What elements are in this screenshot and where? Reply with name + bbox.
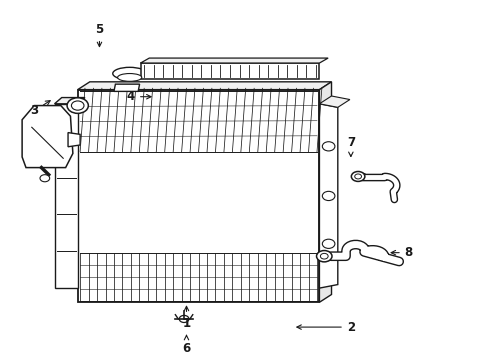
Polygon shape xyxy=(22,105,73,168)
Polygon shape xyxy=(319,96,349,107)
Text: 4: 4 xyxy=(126,90,151,103)
Circle shape xyxy=(71,101,84,110)
Circle shape xyxy=(320,253,327,259)
Text: 1: 1 xyxy=(182,306,190,330)
Polygon shape xyxy=(319,82,331,302)
Polygon shape xyxy=(78,90,319,302)
Polygon shape xyxy=(140,63,319,79)
Circle shape xyxy=(354,174,361,179)
Circle shape xyxy=(316,251,331,262)
Circle shape xyxy=(322,192,334,201)
Polygon shape xyxy=(114,84,139,91)
Text: 5: 5 xyxy=(95,23,103,46)
Circle shape xyxy=(322,142,334,151)
Text: 8: 8 xyxy=(390,246,412,259)
Circle shape xyxy=(179,315,188,323)
Polygon shape xyxy=(140,58,327,63)
Ellipse shape xyxy=(113,67,146,80)
Text: 6: 6 xyxy=(182,336,190,355)
Text: 3: 3 xyxy=(30,101,50,117)
Text: 2: 2 xyxy=(296,321,354,334)
Circle shape xyxy=(350,171,364,181)
Polygon shape xyxy=(68,132,80,147)
Circle shape xyxy=(67,98,88,113)
Circle shape xyxy=(40,175,50,182)
Text: 7: 7 xyxy=(346,136,354,157)
Polygon shape xyxy=(319,104,337,288)
Ellipse shape xyxy=(117,73,142,81)
Polygon shape xyxy=(54,104,78,288)
Circle shape xyxy=(322,239,334,248)
Polygon shape xyxy=(54,98,85,104)
Polygon shape xyxy=(78,82,331,90)
